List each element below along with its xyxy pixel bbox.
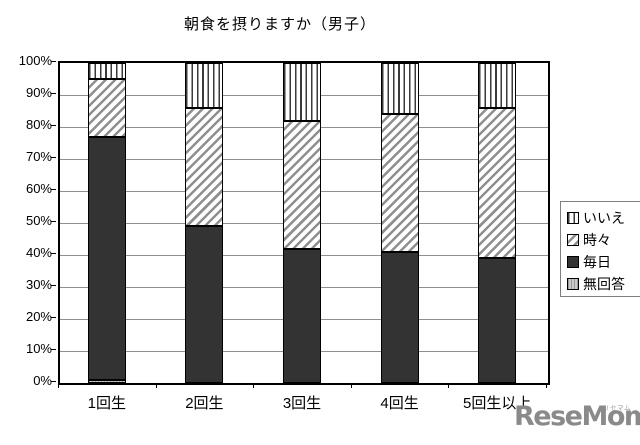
legend-item-無回答: 無回答 bbox=[567, 273, 640, 295]
x-axis-tick bbox=[253, 383, 255, 388]
y-axis-tick bbox=[51, 285, 56, 286]
x-axis-tick bbox=[546, 383, 547, 388]
bar-segment-いいえ bbox=[380, 63, 419, 115]
y-axis-tick bbox=[51, 125, 56, 126]
y-axis-tick bbox=[51, 221, 56, 222]
x-axis-category-label: 3回生 bbox=[282, 395, 322, 412]
y-axis-tick-label: 100% bbox=[18, 53, 52, 68]
bar-segment-時々 bbox=[283, 120, 321, 249]
bar-segment-いいえ bbox=[185, 63, 224, 108]
y-axis-tick-label: 30% bbox=[25, 277, 52, 292]
x-axis-tick bbox=[155, 383, 157, 388]
y-axis-tick bbox=[51, 253, 56, 254]
x-axis-category-label: 2回生 bbox=[185, 395, 224, 412]
bar-segment-毎日 bbox=[380, 251, 419, 383]
legend-box: いいえ時々毎日無回答 bbox=[560, 201, 640, 297]
legend-label: 毎日 bbox=[583, 254, 611, 270]
legend-label: いいえ bbox=[583, 210, 625, 226]
x-axis-category-label: 1回生 bbox=[87, 395, 126, 412]
bar-segment-毎日 bbox=[283, 248, 321, 383]
resemom-logo-text: ReseMom. bbox=[514, 401, 640, 432]
legend-item-いいえ: いいえ bbox=[567, 207, 640, 229]
y-axis-tick bbox=[51, 349, 56, 350]
y-axis-tick-label: 10% bbox=[25, 341, 52, 356]
y-axis-tick bbox=[51, 157, 56, 158]
y-axis-tick-label: 70% bbox=[25, 149, 52, 164]
legend-label: 時々 bbox=[583, 232, 611, 248]
x-axis-category-label: 4回生 bbox=[380, 395, 419, 412]
y-axis-tick-label: 90% bbox=[25, 85, 52, 100]
legend-swatch-diagonal-hatch-icon bbox=[567, 234, 579, 246]
bar-segment-毎日 bbox=[185, 226, 224, 383]
bar-segment-時々 bbox=[185, 107, 224, 227]
legend-swatch-vertical-stripes-icon bbox=[567, 212, 579, 224]
bar-1回生 bbox=[87, 63, 126, 383]
y-axis-tick bbox=[51, 317, 56, 318]
resemom-logo-ruby: リセマム bbox=[603, 405, 631, 412]
bar-segment-時々 bbox=[380, 114, 419, 252]
y-axis-tick bbox=[51, 381, 56, 382]
legend-item-時々: 時々 bbox=[567, 229, 640, 251]
chart-title: 朝食を摂りますか（男子） bbox=[183, 16, 376, 33]
bar-segment-時々 bbox=[87, 79, 126, 137]
y-axis-tick bbox=[51, 93, 56, 94]
bar-segment-いいえ bbox=[283, 63, 321, 121]
x-axis-tick bbox=[58, 383, 59, 388]
bar-3回生 bbox=[283, 63, 321, 383]
resemom-logo: リセマム ReseMom. bbox=[514, 401, 640, 441]
bar-segment-毎日 bbox=[478, 258, 517, 383]
y-axis-tick-label: 60% bbox=[25, 181, 52, 196]
x-axis-tick bbox=[350, 383, 352, 388]
legend-swatch-dotted-gray-icon bbox=[567, 278, 579, 290]
y-axis-tick bbox=[51, 61, 56, 62]
bar-segment-無回答 bbox=[87, 379, 126, 383]
y-axis-tick-label: 80% bbox=[25, 117, 52, 132]
legend-label: 無回答 bbox=[583, 276, 625, 292]
y-axis-tick-label: 0% bbox=[33, 373, 52, 388]
bar-segment-いいえ bbox=[87, 63, 126, 80]
bar-5回生以上 bbox=[478, 63, 517, 383]
y-axis-tick-label: 20% bbox=[25, 309, 52, 324]
bar-2回生 bbox=[185, 63, 224, 383]
bar-segment-毎日 bbox=[87, 136, 126, 380]
legend-swatch-solid-dark-icon bbox=[567, 256, 579, 268]
x-axis-tick bbox=[448, 383, 450, 388]
bar-segment-時々 bbox=[478, 107, 517, 259]
bar-segment-いいえ bbox=[478, 63, 517, 108]
y-axis-tick bbox=[51, 189, 56, 190]
legend-item-毎日: 毎日 bbox=[567, 251, 640, 273]
bar-4回生 bbox=[380, 63, 419, 383]
y-axis-tick-label: 50% bbox=[25, 213, 52, 228]
x-axis-category-label: 5回生以上 bbox=[463, 395, 532, 412]
y-axis-tick-label: 40% bbox=[25, 245, 52, 260]
